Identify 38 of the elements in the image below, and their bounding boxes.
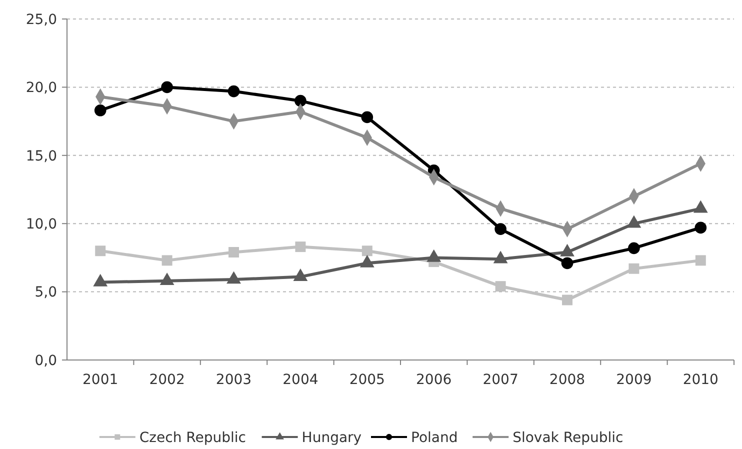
point bbox=[161, 81, 173, 94]
y-tick-label: 15,0 bbox=[26, 148, 57, 164]
legend-label: Czech Republic bbox=[139, 430, 246, 446]
legend-label: Slovak Republic bbox=[512, 430, 624, 446]
point bbox=[295, 242, 306, 252]
x-tick-label: 2005 bbox=[349, 372, 385, 388]
point bbox=[694, 222, 707, 234]
point bbox=[362, 246, 372, 256]
point bbox=[95, 246, 106, 256]
x-tick-label: 2008 bbox=[549, 372, 586, 388]
point bbox=[562, 294, 572, 306]
x-tick-label: 2004 bbox=[282, 372, 318, 388]
x-tick-label: 2006 bbox=[416, 372, 452, 388]
x-tick-label: 2002 bbox=[149, 372, 185, 388]
point bbox=[228, 247, 239, 258]
point bbox=[495, 281, 506, 292]
point bbox=[494, 223, 506, 235]
x-tick-label: 2009 bbox=[616, 372, 652, 388]
x-tick-label: 2003 bbox=[216, 372, 252, 388]
y-tick-label: 0,0 bbox=[34, 352, 57, 369]
y-tick-label: 25,0 bbox=[26, 12, 57, 28]
point bbox=[695, 255, 706, 266]
point bbox=[361, 111, 374, 124]
point bbox=[94, 104, 106, 116]
x-tick-label: 2001 bbox=[82, 372, 118, 388]
x-tick-label: 2010 bbox=[682, 372, 718, 388]
point bbox=[628, 242, 640, 254]
legend-label: Poland bbox=[411, 430, 458, 446]
point bbox=[628, 263, 640, 274]
y-tick-label: 10,0 bbox=[26, 216, 57, 232]
y-tick-label: 20,0 bbox=[26, 80, 57, 96]
x-tick-label: 2007 bbox=[482, 372, 518, 388]
point bbox=[294, 94, 306, 107]
point bbox=[162, 255, 172, 266]
point bbox=[561, 257, 574, 270]
legend-label: Hungary bbox=[302, 430, 362, 446]
point bbox=[228, 85, 240, 98]
y-tick-label: 5,0 bbox=[34, 284, 57, 301]
